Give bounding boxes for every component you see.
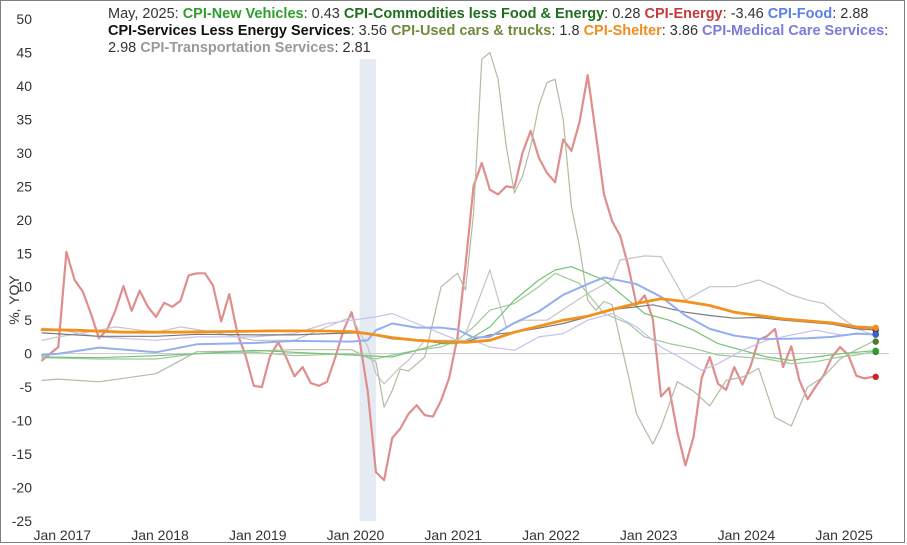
y-axis-label: %, YOY: [6, 275, 22, 325]
recession-band-layer: [359, 59, 376, 521]
x-tick-label: Jan 2023: [620, 527, 678, 543]
x-tick-label: Jan 2024: [718, 527, 776, 543]
series-line-cpi-transportation-services: [41, 255, 874, 385]
y-tick-label: -5: [20, 379, 33, 395]
series-end-dot-cpi-new-vehicles: [872, 347, 879, 354]
legend-entry-label: CPI-New Vehicles: [182, 6, 304, 22]
series-end-dot-cpi-used-cars-trucks: [872, 338, 879, 345]
legend-entry-value: : 2.81: [334, 40, 371, 56]
legend-entry-value: : 2.98: [108, 23, 889, 56]
x-tick-label: Jan 2018: [131, 527, 189, 543]
y-tick-label: -10: [12, 413, 32, 429]
legend-entry-label: CPI-Shelter: [583, 23, 662, 39]
legend-entry-value: : 0.43: [303, 6, 344, 22]
legend-entry-value: : 0.28: [604, 6, 645, 22]
y-tick-label: -20: [12, 480, 32, 496]
end-dots-layer: [872, 324, 879, 381]
y-tick-label: 5: [24, 312, 32, 328]
x-tick-label: Jan 2019: [229, 527, 287, 543]
legend-entry-label: CPI-Transportation Services: [140, 40, 335, 56]
series-line-cpi-commodities-less-food-energy: [41, 272, 874, 365]
y-tick-label: 45: [16, 44, 32, 60]
legend-entry-value: : 3.56: [350, 23, 391, 39]
legend-entry-value: : 1.8: [551, 23, 584, 39]
legend: May, 2025: CPI-New Vehicles: 0.43 CPI-Co…: [108, 6, 898, 57]
series-layer: [40, 51, 875, 482]
y-tick-label: 40: [16, 78, 32, 94]
y-tick-label: 35: [16, 111, 32, 127]
series-line-cpi-shelter: [40, 297, 875, 344]
legend-entry-label: CPI-Used cars & trucks: [390, 23, 552, 39]
series-line-cpi-new-vehicles: [41, 266, 874, 361]
series-line-cpi-food: [41, 276, 874, 356]
x-tick-labels: Jan 2017 Jan 2018 Jan 2019 Jan 2020 Jan 2021…: [33, 527, 873, 543]
series-line-cpi-services-less-energy-services: [41, 304, 874, 344]
recession-band: [359, 59, 376, 521]
series-end-dot-cpi-shelter: [872, 324, 879, 332]
x-tick-label: Jan 2021: [424, 527, 482, 543]
y-tick-labels: -25 -20 -15 -10 -5 0 5 10 15 20 25 30 35 40 45 50: [12, 11, 32, 529]
x-tick-label: Jan 2022: [522, 527, 580, 543]
x-tick-label: Jan 2020: [327, 527, 385, 543]
y-tick-label: 0: [24, 346, 32, 362]
series-line-cpi-used-cars-trucks: [41, 51, 874, 445]
y-tick-label: 10: [16, 279, 32, 295]
y-tick-label: 30: [16, 145, 32, 161]
y-tick-label: 25: [16, 178, 32, 194]
legend-entry-label: CPI-Services Less Energy Services: [108, 23, 351, 39]
legend-entry-label: CPI-Medical Care Services: [702, 23, 885, 39]
series-line-cpi-medical-care-services: [41, 312, 874, 371]
y-tick-label: -15: [12, 446, 32, 462]
y-tick-label: -25: [12, 513, 32, 529]
legend-entry-label: CPI-Commodities less Food & Energy: [343, 6, 605, 22]
legend-entry-value: : 2.88: [832, 6, 869, 22]
y-tick-label: 50: [16, 11, 32, 27]
series-end-dot-cpi-energy: [872, 373, 879, 381]
legend-entry-value: : -3.46: [722, 6, 768, 22]
x-tick-label: Jan 2017: [33, 527, 91, 543]
y-tick-label: 15: [16, 245, 32, 261]
y-tick-label: 20: [16, 212, 32, 228]
legend-entry-label: CPI-Energy: [644, 6, 723, 22]
x-tick-label: Jan 2025: [815, 527, 873, 543]
series-end-dot-cpi-food: [872, 331, 879, 338]
series-line-cpi-energy: [40, 74, 874, 482]
legend-entry-label: CPI-Food: [767, 6, 833, 22]
legend-entry-value: : 3.86: [661, 23, 703, 39]
legend-date: May, 2025:: [108, 6, 183, 22]
